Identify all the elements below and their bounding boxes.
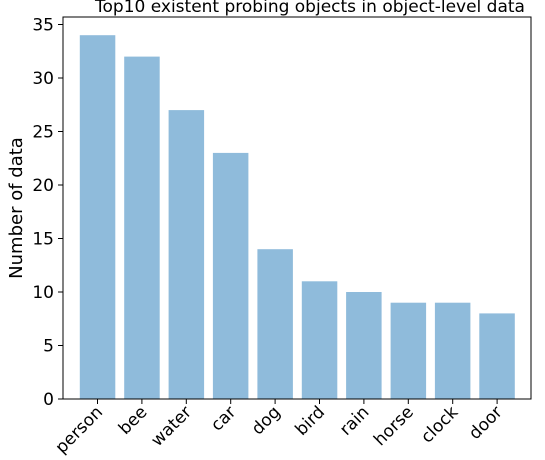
bar-water — [168, 110, 205, 399]
x-tick-label-rain: rain — [336, 402, 373, 439]
y-tick-label-0: 0 — [43, 390, 54, 410]
y-tick-label-10: 10 — [32, 283, 54, 303]
x-tick-label-car: car — [207, 402, 240, 435]
x-tick-label-person: person — [52, 402, 107, 457]
bar-car — [212, 152, 249, 399]
chart-title: Top10 existent probing objects in object… — [94, 0, 525, 17]
y-axis: 0 5 10 15 20 25 30 35 — [32, 15, 63, 410]
plot-frame — [62, 16, 532, 400]
bar-clock — [434, 302, 471, 399]
bar-rain — [346, 292, 382, 399]
y-tick-label-30: 30 — [32, 69, 54, 89]
bar-person — [79, 35, 116, 399]
bar-door — [479, 313, 515, 399]
y-tick-label-5: 5 — [43, 336, 54, 356]
y-tick-label-25: 25 — [32, 122, 54, 142]
bar-horse — [390, 302, 427, 399]
y-tick-label-15: 15 — [32, 229, 54, 249]
x-tick-label-water: water — [147, 402, 195, 450]
y-axis-label: Number of data — [6, 137, 27, 279]
x-tick-label-bee: bee — [115, 402, 152, 439]
bar-bee — [124, 56, 160, 399]
x-tick-label-clock: clock — [417, 402, 462, 447]
bars-group — [79, 35, 515, 399]
x-tick-label-door: door — [465, 402, 506, 443]
bar-dog — [257, 249, 293, 399]
x-tick-label-dog: dog — [248, 402, 285, 439]
y-tick-label-20: 20 — [32, 176, 54, 196]
bar-bird — [301, 281, 338, 399]
x-tick-label-bird: bird — [292, 402, 329, 439]
y-tick-label-35: 35 — [32, 15, 54, 35]
x-tick-label-horse: horse — [370, 402, 418, 450]
